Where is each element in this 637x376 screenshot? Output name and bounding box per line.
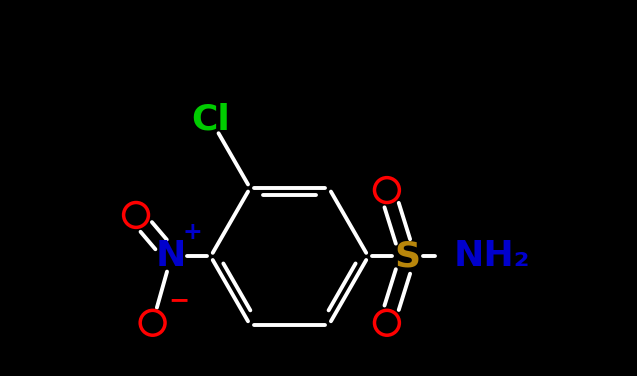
Text: N: N — [156, 240, 187, 273]
Text: S: S — [394, 240, 420, 273]
Text: −: − — [168, 288, 189, 312]
Text: NH₂: NH₂ — [454, 240, 530, 273]
Text: Cl: Cl — [191, 103, 230, 136]
Text: +: + — [183, 221, 203, 244]
